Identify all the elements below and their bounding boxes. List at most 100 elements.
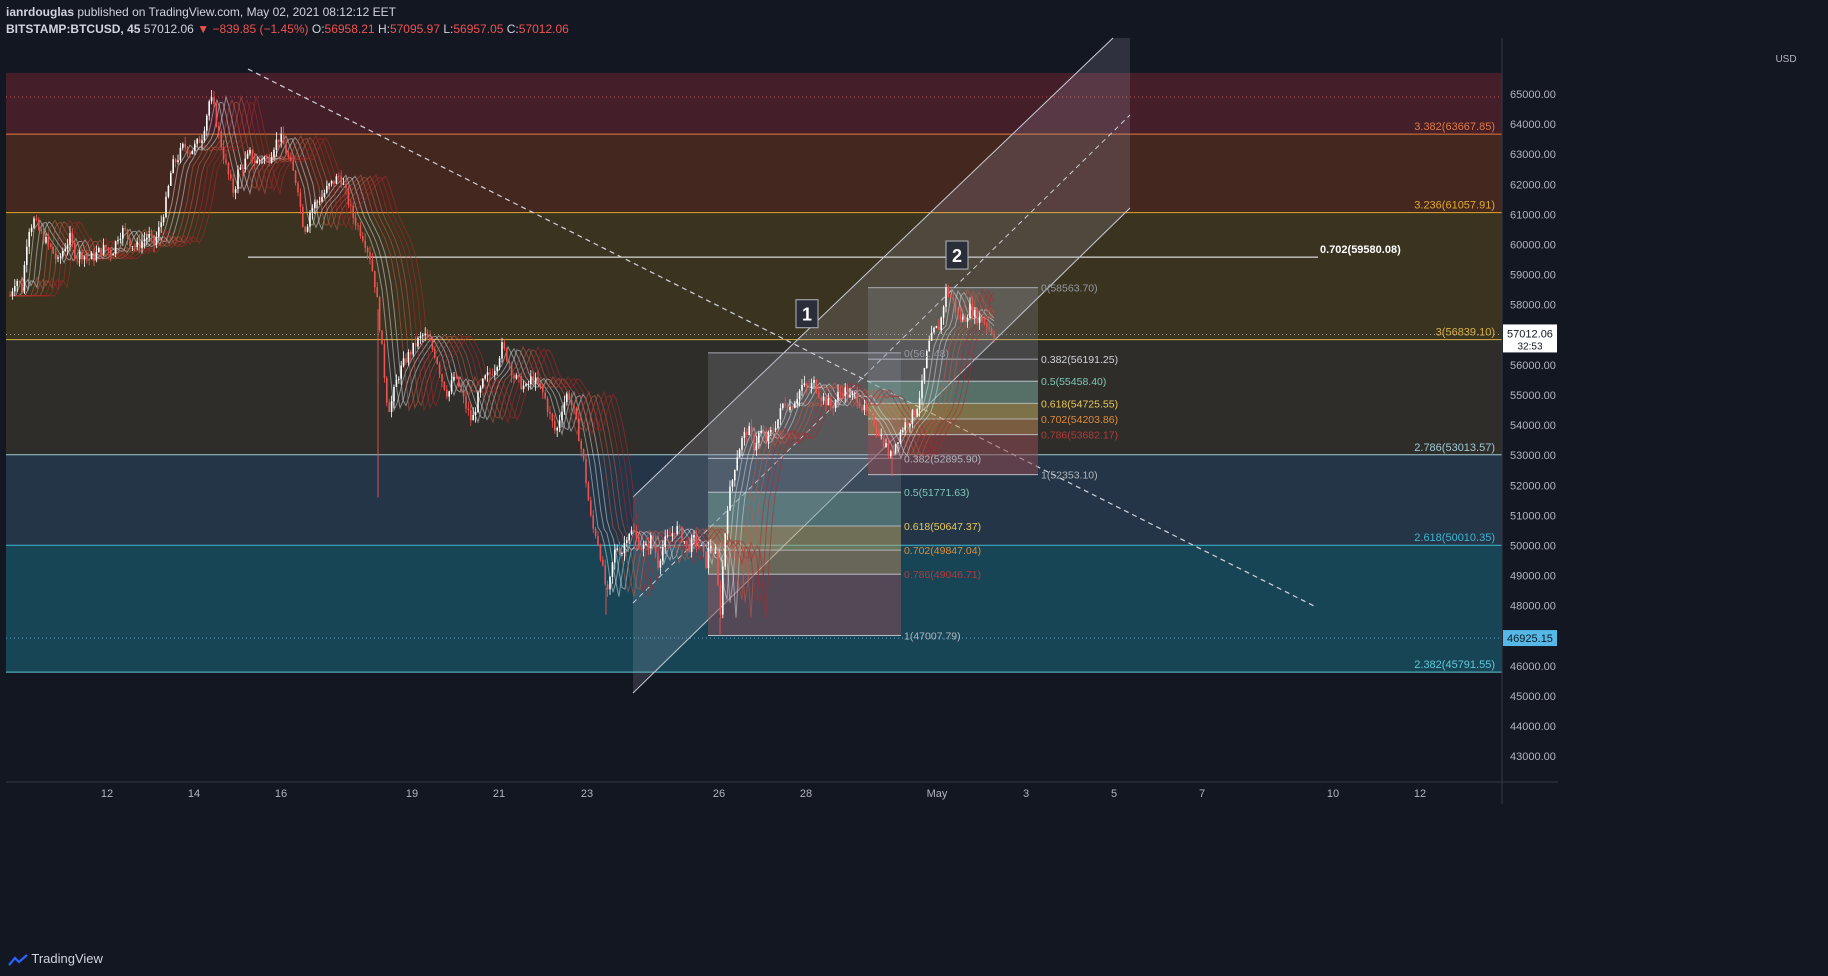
candle-body: [489, 372, 491, 375]
candle-body: [537, 377, 539, 384]
candle-body: [93, 253, 95, 261]
parallel-channel[interactable]: [633, 38, 1130, 693]
candle-body: [935, 326, 938, 328]
symbol-name[interactable]: BITSTAMP:BTCUSD, 45: [6, 22, 141, 36]
time-axis[interactable]: 12 14 16 19 21 23 26 28 May 3 5 7 10 12: [0, 781, 1828, 940]
candle-body: [78, 252, 81, 260]
wave-label-2[interactable]: 2: [945, 240, 969, 270]
candle-body: [837, 391, 839, 400]
trend-line[interactable]: [247, 68, 1317, 608]
candle-body: [330, 180, 333, 184]
fib-retracement-2-label: 0.702(54203.86): [1041, 414, 1118, 426]
candle-body: [921, 380, 923, 399]
author-name[interactable]: ianrdouglas: [6, 5, 75, 19]
candle-body: [90, 253, 93, 260]
low-label: L:: [443, 22, 454, 36]
candle-body: [426, 333, 429, 339]
candle-body: [645, 544, 647, 545]
candle-body: [105, 244, 107, 248]
candle-body: [364, 240, 366, 248]
candle-body: [182, 143, 184, 148]
candle-body: [849, 394, 851, 398]
candle-body: [69, 233, 71, 245]
candle-body: [681, 527, 683, 542]
candle-body: [875, 425, 878, 432]
last-price: 57012.06: [143, 22, 194, 36]
candle-body: [33, 218, 35, 228]
candle-body: [83, 256, 86, 260]
candle-body: [686, 541, 688, 544]
candle-body: [789, 406, 791, 411]
price-marker-badge[interactable]: [1503, 630, 1557, 647]
fib-extension-label: 3.236(61057.91): [1414, 200, 1495, 212]
candle-body: [714, 551, 717, 554]
time-tick: 3: [1023, 788, 1029, 800]
fib-retracement-1-label: 0.786(49046.71): [904, 569, 981, 581]
fib-extension-label: 2.618(50010.35): [1414, 532, 1495, 544]
candle-body: [748, 426, 750, 436]
candle-body: [640, 548, 642, 550]
candle-body: [50, 243, 52, 247]
candle-body: [71, 233, 74, 243]
candle-body: [892, 451, 894, 453]
candle-body: [215, 103, 218, 127]
fib-zone: [6, 212, 1502, 340]
fib-zone: [6, 72, 1502, 135]
candle-body: [153, 235, 155, 246]
candle-body: [897, 442, 899, 444]
tradingview-logo[interactable]: TradingView: [8, 951, 103, 966]
candle-body: [323, 192, 326, 197]
candle-body: [717, 551, 719, 585]
candle-body: [314, 202, 316, 209]
candle-body: [590, 500, 592, 516]
wave-label-1[interactable]: 1: [795, 299, 819, 329]
candle-body: [815, 379, 818, 393]
candle-body: [940, 317, 942, 331]
price-axis-bg[interactable]: [1502, 38, 1558, 782]
candle-body: [429, 338, 431, 341]
candle-body: [354, 217, 357, 226]
candle-body: [609, 576, 611, 590]
candle-body: [633, 530, 635, 532]
candle-body: [95, 252, 98, 261]
price-axis[interactable]: 65000.00 64000.00 63000.00 62000.00 61000.00…: [1501, 38, 1558, 804]
candle-body: [676, 526, 678, 535]
candle-body: [54, 253, 57, 259]
candle-body: [530, 376, 532, 385]
level-0702-label: 0.702(59580.08): [1320, 244, 1401, 256]
price-tick: 62000.00: [1510, 179, 1556, 191]
candle-body: [186, 147, 189, 154]
currency-label[interactable]: USD: [1775, 54, 1796, 65]
candle-body: [782, 403, 784, 409]
last-price-badge[interactable]: [1503, 324, 1557, 353]
candle-body: [126, 229, 129, 239]
candle-body: [100, 247, 102, 255]
time-tick: 21: [493, 788, 505, 800]
candle-body: [794, 403, 796, 408]
candle-body: [136, 241, 138, 247]
candle-body: [693, 534, 695, 538]
candle-body: [551, 413, 554, 422]
candle-body: [198, 138, 201, 143]
candle-body: [618, 548, 621, 554]
low-value: 56957.05: [453, 22, 504, 36]
candle-body: [966, 317, 969, 322]
candle-body: [602, 559, 604, 566]
candle-body: [822, 396, 825, 401]
candle-body: [306, 226, 309, 232]
candle-body: [45, 237, 47, 243]
candle-body: [278, 139, 280, 142]
candle-body: [954, 300, 957, 313]
drawing-tools[interactable]: 12: [247, 37, 1317, 694]
candle-body: [494, 370, 496, 375]
candle-body: [299, 192, 302, 207]
candle-body: [508, 360, 510, 364]
fib-retracement-1-band: [708, 492, 901, 527]
candle-body: [702, 545, 705, 552]
candle-body: [261, 159, 263, 161]
candle-body: [765, 433, 767, 442]
candle-body: [983, 321, 986, 324]
price-chart[interactable]: 12 3.382(63667.85)3.236(61057.91)3(56839…: [0, 0, 1828, 940]
ema-line: [10, 95, 995, 618]
candle-body: [110, 250, 112, 256]
